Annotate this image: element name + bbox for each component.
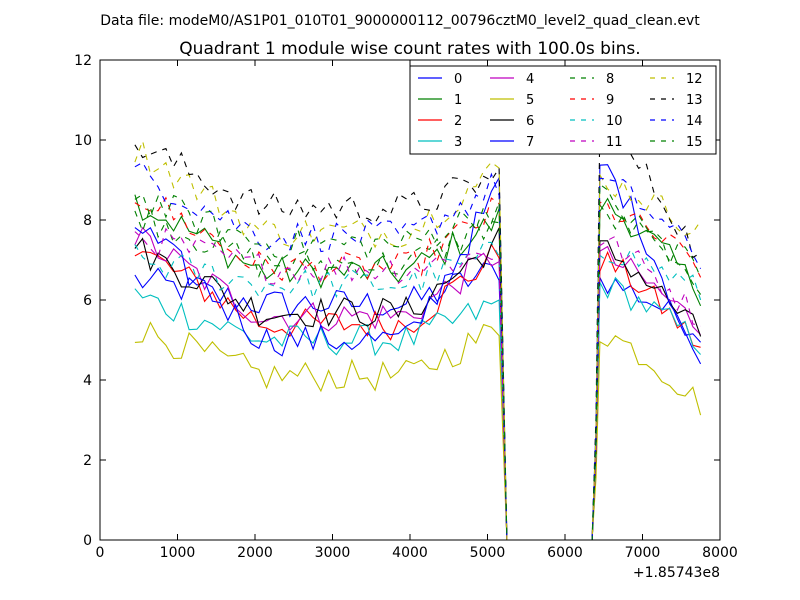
legend-label-5: 5: [526, 93, 534, 108]
legend-label-12: 12: [686, 72, 703, 87]
legend-label-2: 2: [454, 114, 462, 129]
legend-label-6: 6: [526, 114, 534, 129]
y-tick-label: 2: [83, 453, 92, 469]
x-tick-label: 8000: [702, 545, 738, 561]
series-line-15: [134, 183, 702, 541]
y-tick-label: 6: [83, 293, 92, 309]
series-line-4: [134, 226, 701, 541]
legend-label-10: 10: [606, 114, 623, 129]
y-tick-label: 12: [74, 53, 92, 69]
legend-label-8: 8: [606, 72, 614, 87]
legend-label-0: 0: [454, 72, 462, 87]
legend-label-7: 7: [526, 135, 534, 150]
y-tick-label: 4: [83, 373, 92, 389]
chart-title: Quadrant 1 module wise count rates with …: [179, 39, 640, 59]
x-tick-label: 6000: [547, 545, 583, 561]
series-line-7: [134, 164, 702, 541]
legend-label-4: 4: [526, 72, 534, 87]
x-tick-label: 0: [96, 545, 105, 561]
x-tick-label: 7000: [625, 545, 661, 561]
series-line-10: [134, 241, 702, 541]
legend-label-9: 9: [606, 93, 614, 108]
x-tick-label: 3000: [315, 545, 351, 561]
x-tick-label: 4000: [392, 545, 428, 561]
series-line-11: [134, 227, 701, 541]
series-line-6: [134, 227, 702, 541]
legend-label-13: 13: [686, 93, 703, 108]
series-line-8: [134, 203, 702, 541]
y-tick-label: 0: [83, 533, 92, 549]
plot-lines: [134, 122, 702, 541]
series-line-14: [134, 161, 702, 541]
series-line-3: [134, 276, 701, 541]
x-tick-label: 1000: [160, 545, 196, 561]
legend-label-14: 14: [686, 114, 703, 129]
series-line-9: [134, 196, 702, 541]
legend-label-3: 3: [454, 135, 462, 150]
y-tick-label: 8: [83, 213, 92, 229]
y-tick-label: 10: [74, 133, 92, 149]
series-line-5: [134, 321, 702, 541]
legend-label-15: 15: [686, 135, 703, 150]
legend-box: [409, 65, 717, 155]
x-tick-label: 5000: [470, 545, 506, 561]
data-file-label: Data file: modeM0/AS1P01_010T01_90000001…: [100, 13, 700, 29]
legend-label-1: 1: [454, 93, 462, 108]
series-line-1: [134, 194, 702, 541]
x-tick-label: 2000: [237, 545, 273, 561]
x-offset-label: +1.85743e8: [633, 565, 720, 581]
legend-label-11: 11: [606, 135, 623, 150]
x-axis: 0 1000 2000 3000 4000 5000 6000 7000 8000: [96, 60, 738, 561]
series-line-0: [134, 262, 702, 541]
